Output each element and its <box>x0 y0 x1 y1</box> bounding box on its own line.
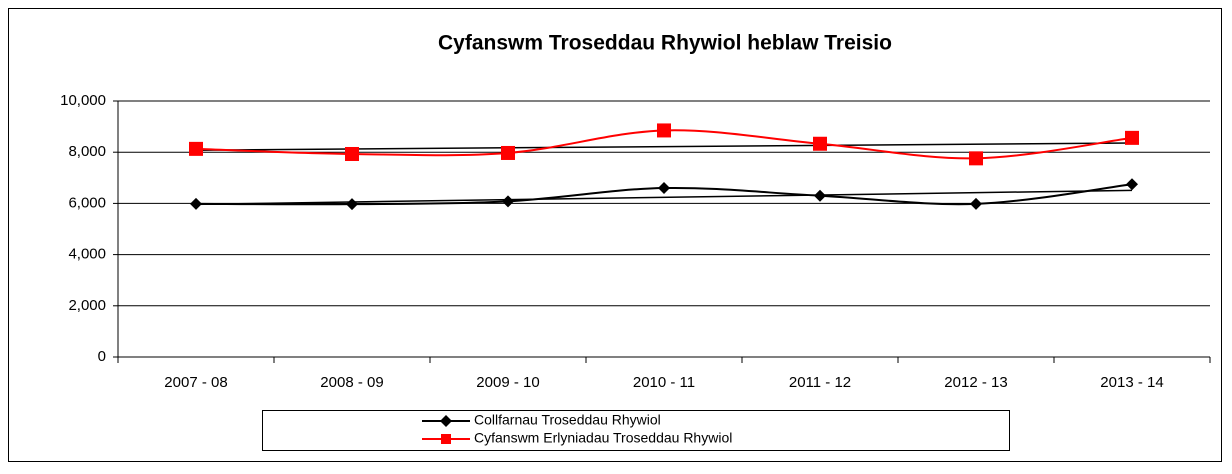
point <box>190 197 202 210</box>
legend-marker <box>441 434 451 444</box>
point <box>814 189 826 202</box>
legend-label: Cyfanswm Erlyniadau Troseddau Rhywiol <box>474 430 732 446</box>
point <box>345 146 359 161</box>
y-tick-label: 6,000 <box>68 194 106 211</box>
x-tick-label: 2012 - 13 <box>944 374 1007 391</box>
point <box>346 198 358 211</box>
point <box>189 141 203 156</box>
point <box>1125 130 1139 145</box>
legend-marker <box>440 415 452 427</box>
chart-frame <box>8 8 1222 462</box>
point <box>970 197 982 210</box>
chart-title: Cyfanswm Troseddau Rhywiol heblaw Treisi… <box>438 32 892 55</box>
x-tick-label: 2008 - 09 <box>320 374 383 391</box>
x-tick-label: 2009 - 10 <box>476 374 539 391</box>
point <box>501 145 515 160</box>
point <box>502 195 514 208</box>
y-tick-label: 8,000 <box>68 143 106 160</box>
point <box>657 123 671 138</box>
y-tick-label: 2,000 <box>68 297 106 314</box>
point <box>658 182 670 195</box>
y-tick-label: 4,000 <box>68 246 106 263</box>
x-tick-label: 2013 - 14 <box>1100 374 1163 391</box>
x-tick-label: 2011 - 12 <box>789 374 851 391</box>
x-tick-label: 2007 - 08 <box>164 374 227 391</box>
y-tick-label: 0 <box>98 348 106 365</box>
legend-box <box>262 410 1010 451</box>
y-tick-label: 10,000 <box>60 92 106 109</box>
legend-label: Collfarnau Troseddau Rhywiol <box>474 412 661 428</box>
x-tick-label: 2010 - 11 <box>633 374 695 391</box>
point <box>1126 178 1138 191</box>
point <box>969 151 983 166</box>
point <box>813 136 827 151</box>
